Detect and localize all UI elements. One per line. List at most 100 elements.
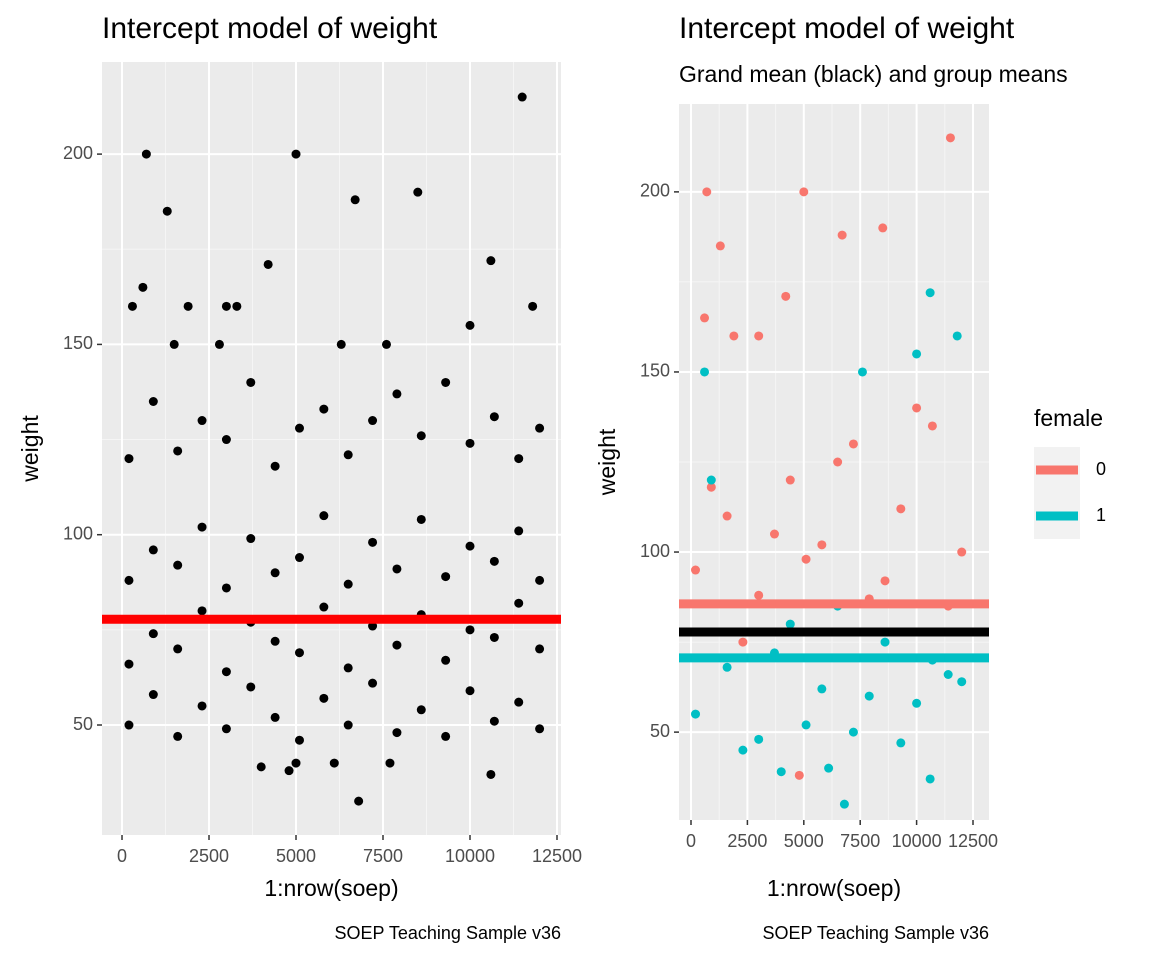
point	[343, 579, 353, 589]
point	[769, 529, 779, 539]
point	[319, 693, 329, 703]
x-axis-title: 1:nrow(soep)	[264, 875, 398, 901]
point	[368, 678, 378, 688]
point	[912, 349, 922, 359]
point	[368, 621, 378, 631]
y-tick-label: 150	[63, 333, 93, 353]
point	[294, 423, 304, 433]
point	[246, 534, 256, 544]
point	[465, 686, 475, 696]
point	[221, 583, 231, 593]
point	[945, 133, 955, 143]
point	[896, 738, 906, 748]
point	[221, 301, 231, 311]
caption: SOEP Teaching Sample v36	[335, 923, 561, 943]
point	[535, 724, 545, 734]
point	[343, 720, 353, 730]
point	[173, 560, 183, 570]
point	[702, 187, 712, 197]
point	[183, 301, 193, 311]
x-tick-label: 2500	[727, 831, 767, 851]
x-axis-title: 1:nrow(soep)	[767, 875, 901, 901]
y-tick-label: 100	[640, 541, 670, 561]
point	[270, 636, 280, 646]
point	[776, 767, 786, 777]
point	[214, 339, 224, 349]
point	[256, 762, 266, 772]
point	[489, 412, 499, 422]
point	[413, 187, 423, 197]
y-tick-label: 50	[650, 721, 670, 741]
point	[925, 288, 935, 298]
point	[848, 727, 858, 737]
x-tick-label: 10000	[445, 846, 495, 866]
point	[706, 475, 716, 485]
point	[465, 541, 475, 551]
point	[700, 313, 710, 323]
point	[465, 625, 475, 635]
point	[416, 431, 426, 441]
point	[343, 450, 353, 460]
x-tick-label: 12500	[948, 831, 998, 851]
point	[880, 637, 890, 647]
point	[284, 766, 294, 776]
point	[270, 568, 280, 578]
x-tick-label: 5000	[276, 846, 316, 866]
point	[952, 331, 962, 341]
point	[221, 667, 231, 677]
point	[124, 720, 134, 730]
point	[385, 758, 395, 768]
point	[817, 684, 827, 694]
point	[319, 404, 329, 414]
point	[232, 301, 242, 311]
point	[785, 619, 795, 629]
point	[294, 735, 304, 745]
point	[514, 598, 524, 608]
point	[392, 640, 402, 650]
point	[246, 682, 256, 692]
point	[197, 522, 207, 532]
point	[221, 435, 231, 445]
point	[124, 575, 134, 585]
point	[839, 799, 849, 809]
point	[514, 454, 524, 464]
caption: SOEP Teaching Sample v36	[763, 923, 989, 943]
legend-label: 0	[1096, 459, 1106, 479]
point	[848, 439, 858, 449]
point	[221, 724, 231, 734]
point	[837, 230, 847, 240]
point	[197, 606, 207, 616]
point	[925, 774, 935, 784]
x-tick-label: 7500	[840, 831, 880, 851]
point	[957, 677, 967, 687]
point	[722, 511, 732, 521]
point	[880, 576, 890, 586]
point	[319, 511, 329, 521]
point	[833, 457, 843, 467]
point	[738, 745, 748, 755]
point	[535, 644, 545, 654]
point	[350, 195, 360, 205]
point	[691, 709, 701, 719]
point	[486, 256, 496, 266]
point	[343, 663, 353, 673]
point	[729, 331, 739, 341]
point	[294, 648, 304, 658]
point	[912, 403, 922, 413]
point	[173, 644, 183, 654]
point	[148, 545, 158, 555]
point	[514, 697, 524, 707]
point	[465, 320, 475, 330]
point	[392, 389, 402, 399]
point	[416, 705, 426, 715]
point	[124, 659, 134, 669]
point	[691, 565, 701, 575]
x-tick-label: 2500	[189, 846, 229, 866]
point	[754, 331, 764, 341]
point	[148, 690, 158, 700]
point	[489, 632, 499, 642]
point	[801, 554, 811, 564]
point	[329, 758, 339, 768]
point	[173, 446, 183, 456]
point	[291, 149, 301, 159]
